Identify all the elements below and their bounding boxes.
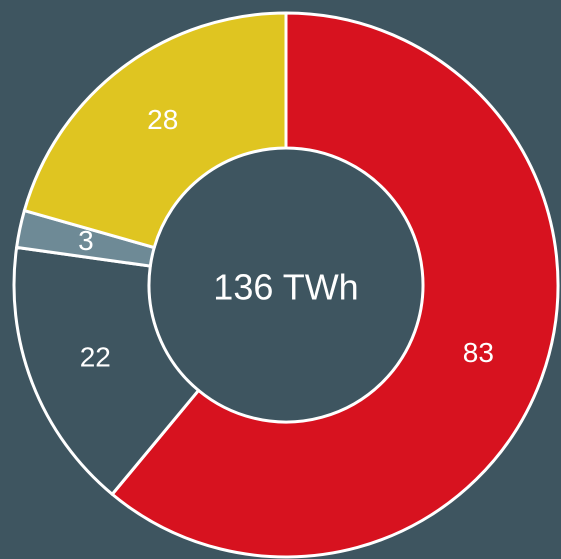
value-label: 22 <box>80 341 111 372</box>
slice <box>22 11 288 250</box>
value-label: 83 <box>463 337 494 368</box>
slice <box>110 11 560 559</box>
value-label: 28 <box>147 104 178 135</box>
value-label: 3 <box>78 225 94 256</box>
slice <box>12 245 200 496</box>
slices <box>12 11 560 559</box>
center-label: 136 TWh <box>213 267 358 308</box>
